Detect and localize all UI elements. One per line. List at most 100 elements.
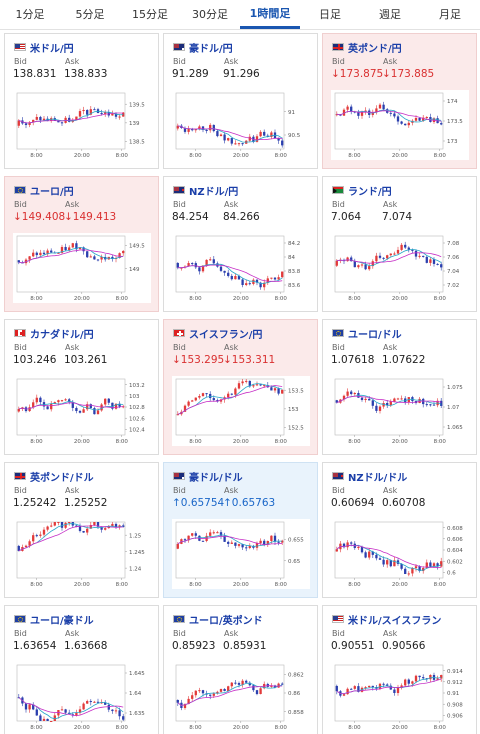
pair-title[interactable]: カナダドル/円	[14, 326, 94, 341]
candle-body	[400, 121, 403, 124]
candle-body	[436, 263, 439, 265]
pair-name[interactable]: カナダドル/円	[30, 329, 94, 341]
chart-panel[interactable]: 84.2 84 83.8 83.6 8:00 20:00 8:00	[172, 233, 310, 303]
chart-panel[interactable]: 0.914 0.912 0.91 0.908 0.906 8:00 20:00 8:00	[331, 662, 469, 732]
pair-title[interactable]: NZドル/円	[173, 183, 239, 198]
currency-pair-card[interactable]: NZドル/円 Bid Ask 84.254 84.266 84.2 84 83.8 83.6 8:…	[163, 176, 318, 312]
candle-body	[393, 253, 396, 255]
pair-title[interactable]: NZドル/ドル	[332, 469, 408, 484]
pair-title[interactable]: 豪ドル/ドル	[173, 469, 243, 484]
candle-body	[89, 404, 92, 409]
currency-pair-card[interactable]: ユーロ/英ポンド Bid Ask 0.85923 0.85931 0.862 0.86 0.8…	[163, 605, 318, 734]
chart-panel[interactable]: 1.25 1.245 1.24 8:00 20:00 8:00	[13, 519, 151, 589]
candle-body	[382, 257, 385, 259]
pair-title[interactable]: ユーロ/ドル	[332, 326, 402, 341]
pair-title[interactable]: ユーロ/豪ドル	[14, 612, 94, 627]
currency-pair-card[interactable]: 豪ドル/ドル Bid Ask ↑0.65754 ↑0.65763 0.655 0.65 8:0…	[163, 462, 318, 598]
pair-name[interactable]: ユーロ/英ポンド	[189, 615, 263, 627]
pair-title[interactable]: 英ポンド/ドル	[14, 469, 94, 484]
pair-title[interactable]: 英ポンド/円	[332, 40, 402, 55]
currency-pair-card[interactable]: 英ポンド/ドル Bid Ask 1.25242 1.25252 1.25 1.245 1.24…	[4, 462, 159, 598]
x-tick-label: 8:00	[30, 582, 43, 588]
pair-name[interactable]: 米ドル/円	[30, 43, 74, 55]
candle-body	[389, 560, 392, 567]
chart-panel[interactable]: 91 90.5 8:00 20:00 8:00	[172, 90, 310, 160]
pair-title[interactable]: ユーロ/英ポンド	[173, 612, 263, 627]
tab-5[interactable]: 日足	[319, 8, 341, 21]
pair-name[interactable]: NZドル/円	[189, 186, 239, 198]
bid-label: Bid	[173, 343, 186, 352]
candle-body	[35, 252, 38, 256]
currency-pair-card[interactable]: 豪ドル/円 Bid Ask 91.289 91.296 91 90.5 8:00 20:00 8:…	[163, 33, 318, 169]
pair-name[interactable]: ランド/円	[348, 186, 392, 198]
pair-name[interactable]: 英ポンド/ドル	[30, 472, 94, 484]
tab-0[interactable]: 1分足	[15, 8, 45, 21]
y-tick-label: 84.2	[288, 241, 300, 247]
pair-name[interactable]: 豪ドル/ドル	[189, 472, 243, 484]
ask-label: Ask	[383, 629, 398, 638]
candle-body	[440, 264, 443, 268]
tab-4[interactable]: 1時間足	[240, 0, 300, 29]
candle-body	[28, 407, 31, 412]
currency-pair-card[interactable]: スイスフラン/円 Bid Ask ↓153.295 ↓153.311 153.5 153 15…	[163, 319, 318, 455]
chart-panel[interactable]: 0.608 0.606 0.604 0.602 0.6 8:00 20:00 8:00	[331, 519, 469, 589]
candle-body	[96, 410, 100, 415]
currency-pair-card[interactable]: 英ポンド/円 Bid Ask ↓173.875 ↓173.885 174 173.5 173 8…	[322, 33, 477, 169]
candle-body	[353, 261, 356, 268]
candle-body	[382, 403, 385, 407]
candle-body	[375, 405, 378, 411]
currency-pair-card[interactable]: ユーロ/豪ドル Bid Ask 1.63654 1.63668 1.645 1.64 1.63…	[4, 605, 159, 734]
candle-body	[266, 278, 269, 283]
candle-body	[411, 681, 414, 684]
tab-1[interactable]: 5分足	[75, 8, 105, 21]
candle-body	[104, 528, 107, 530]
candle-body	[375, 554, 378, 559]
pair-title[interactable]: 米ドル/円	[14, 40, 74, 55]
tab-6[interactable]: 週足	[379, 8, 401, 21]
currency-pair-card[interactable]: 米ドル/円 Bid Ask 138.831 138.833 139.5 139 138.5 8:…	[4, 33, 159, 169]
pair-name[interactable]: ユーロ/豪ドル	[30, 615, 94, 627]
currency-pair-card[interactable]: ユーロ/円 Bid Ask ↓149.408 ↓149.413 149.5 149 8:00 2…	[4, 176, 159, 312]
currency-pair-card[interactable]: 米ドル/スイスフラン Bid Ask 0.90551 0.90566 0.914 0.912…	[322, 605, 477, 734]
currency-pair-card[interactable]: ランド/円 Bid Ask 7.064 7.074 7.08 7.06 7.04 7.02 8:0…	[322, 176, 477, 312]
pair-name[interactable]: 米ドル/スイスフラン	[348, 615, 442, 627]
candle-body	[89, 109, 92, 115]
chart-panel[interactable]: 149.5 149 8:00 20:00 8:00	[13, 233, 151, 303]
pair-name[interactable]: NZドル/ドル	[348, 472, 408, 484]
candle-body	[375, 255, 378, 262]
chart-panel[interactable]: 153.5 153 152.5 8:00 20:00 8:00	[172, 376, 310, 446]
candle-body	[400, 244, 403, 250]
chart-panel[interactable]: 0.862 0.86 0.858 8:00 20:00 8:00	[172, 662, 310, 732]
ask-label: Ask	[224, 57, 239, 66]
chart-panel[interactable]: 174 173.5 173 8:00 20:00 8:00	[331, 90, 469, 160]
currency-pair-card[interactable]: NZドル/ドル Bid Ask 0.60694 0.60708 0.608 0.606 0.6…	[322, 462, 477, 598]
currency-pair-card[interactable]: カナダドル/円 Bid Ask 103.246 103.261 103.2 103 102.8…	[4, 319, 159, 455]
pair-title[interactable]: ユーロ/円	[14, 183, 74, 198]
candle-body	[350, 106, 353, 112]
pair-name[interactable]: ユーロ/円	[30, 186, 74, 198]
currency-pair-card[interactable]: ユーロ/ドル Bid Ask 1.07618 1.07622 1.075 1.07 1.065…	[322, 319, 477, 455]
pair-name[interactable]: 豪ドル/円	[189, 43, 233, 55]
tab-2[interactable]: 15分足	[132, 8, 168, 21]
candle-body	[245, 283, 248, 285]
tab-3[interactable]: 30分足	[192, 8, 228, 21]
chart-panel[interactable]: 103.2 103 102.8 102.6 102.4 8:00 20:00 8:00	[13, 376, 151, 446]
candle-body	[241, 544, 244, 548]
chart-panel[interactable]: 139.5 139 138.5 8:00 20:00 8:00	[13, 90, 151, 160]
chart-panel[interactable]: 0.655 0.65 8:00 20:00 8:00	[172, 519, 310, 589]
candle-body	[50, 721, 53, 722]
pair-title[interactable]: 米ドル/スイスフラン	[332, 612, 442, 627]
pair-name[interactable]: スイスフラン/円	[189, 329, 263, 341]
tab-7[interactable]: 月足	[439, 8, 461, 21]
pair-title[interactable]: 豪ドル/円	[173, 40, 233, 55]
candle-body	[378, 255, 382, 258]
chart-panel[interactable]: 1.645 1.64 1.635 8:00 20:00 8:00	[13, 662, 151, 732]
pair-name[interactable]: 英ポンド/円	[348, 43, 402, 55]
price-chart: 153.5 153 152.5 8:00 20:00 8:00	[175, 378, 304, 445]
pair-title[interactable]: ランド/円	[332, 183, 392, 198]
pair-title[interactable]: スイスフラン/円	[173, 326, 263, 341]
pair-name[interactable]: ユーロ/ドル	[348, 329, 402, 341]
chart-panel[interactable]: 7.08 7.06 7.04 7.02 8:00 20:00 8:00	[331, 233, 469, 303]
candle-body	[270, 132, 273, 137]
chart-panel[interactable]: 1.075 1.07 1.065 8:00 20:00 8:00	[331, 376, 469, 446]
